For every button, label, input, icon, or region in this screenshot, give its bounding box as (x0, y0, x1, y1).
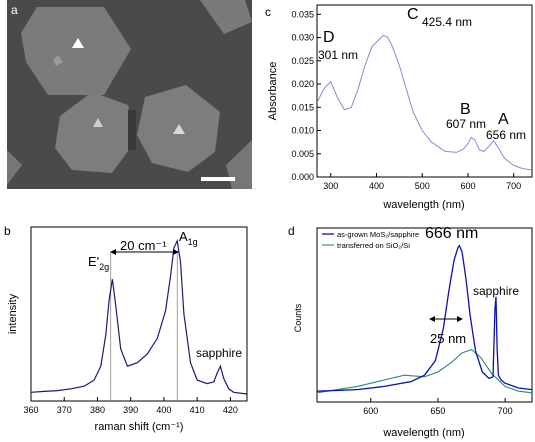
raman-xtick-label-360: 360 (23, 405, 38, 415)
panel-d-ticks: 600 650 700 (363, 398, 513, 416)
pl-xtick-label-600: 600 (363, 406, 378, 416)
abs-peak-d-value: 301 nm (318, 48, 358, 62)
panel-b-frame (30, 226, 248, 402)
raman-sapphire-label: sapphire (196, 346, 242, 360)
pl-series-as-grown (317, 244, 532, 392)
gap-between-flakes (128, 110, 136, 150)
panel-c-xlabel: wavelength (nm) (382, 199, 464, 211)
abs-peak-a-letter: A (498, 111, 509, 128)
panel-d-frame (316, 227, 533, 403)
abs-peak-c-letter: C (407, 6, 419, 23)
panel-c-ylabel: Absorbance (267, 62, 279, 121)
abs-ytick-label-0.015: 0.015 (291, 102, 314, 112)
pl-xtick-label-650: 650 (430, 406, 445, 416)
arrow-head-left (110, 249, 116, 255)
absorbance-series-line (317, 34, 532, 171)
abs-ytick-label-0.03: 0.030 (291, 33, 314, 43)
peak-label-e2g: E'2g (88, 254, 109, 272)
panel-d-xlabel: wavelength (nm) (382, 427, 464, 439)
panel-b: b 360 370 380 390 400 410 420 20 cm⁻¹ E'2g A1g… (4, 224, 248, 433)
scale-bar (201, 177, 235, 181)
bilayer-triangle-2 (93, 118, 103, 127)
abs-peak-a-value: 656 nm (486, 128, 526, 142)
abs-ytick-label-0.005: 0.005 (291, 149, 314, 159)
raman-xtick-label-400: 400 (156, 405, 171, 415)
abs-peak-c-value: 425.4 nm (422, 15, 472, 29)
abs-ytick-label-0: 0.000 (291, 172, 314, 182)
panel-b-xlabel: raman shift (cm⁻¹) (95, 421, 184, 433)
arrow-head-right (173, 249, 179, 255)
peak-label-a1g: A1g (179, 229, 198, 247)
panel-a: a (7, 0, 252, 189)
panel-d-letter: d (288, 224, 295, 238)
abs-ytick-label-0.02: 0.020 (291, 79, 314, 89)
panel-d-ylabel: Counts (293, 303, 303, 332)
bilayer-triangle-1 (72, 38, 84, 48)
legend-label-transferred: transferred on SiO₂/Si (337, 241, 410, 250)
panel-b-letter: b (4, 224, 11, 238)
abs-peak-b-value: 607 nm (446, 117, 486, 131)
flake-bottom-right (226, 140, 252, 189)
panel-c-frame (316, 4, 533, 178)
flake-bottom-left (7, 150, 22, 185)
peak-label-a1g-sub: 1g (188, 237, 198, 247)
pl-xtick-label-700: 700 (498, 406, 513, 416)
panel-c-ticks: 300 400 500 600 700 0.000 0.005 0.010 0.015 0.020… (291, 9, 521, 191)
abs-xtick-label-400: 400 (369, 181, 384, 191)
fwhm-arrow-head-right (457, 316, 463, 322)
raman-xtick-label-410: 410 (190, 405, 205, 415)
panel-c: c 300 400 500 600 700 0.000 0.005 0.010 0.015 0.0… (265, 4, 533, 211)
abs-xtick-label-700: 700 (506, 181, 521, 191)
panel-a-letter: a (11, 3, 18, 17)
abs-xtick-label-300: 300 (323, 181, 338, 191)
pl-sapphire-label: sapphire (473, 284, 519, 298)
peak-label-a1g-main: A (179, 229, 188, 244)
separation-label: 20 cm⁻¹ (120, 238, 167, 253)
panel-d: d 600 650 700 as-grown MoS₂/sapphire trans… (288, 224, 533, 439)
abs-xtick-label-600: 600 (460, 181, 475, 191)
peak-label-e2g-main: E' (88, 254, 99, 269)
raman-xtick-label-370: 370 (57, 405, 72, 415)
pl-peak-label: 666 nm (425, 225, 478, 242)
panel-b-ticks: 360 370 380 390 400 410 420 (23, 397, 238, 415)
abs-peak-d-letter: D (323, 29, 335, 46)
panel-c-letter: c (265, 5, 271, 19)
abs-ytick-label-0.01: 0.010 (291, 126, 314, 136)
pl-series-transferred (317, 348, 532, 394)
abs-xtick-label-500: 500 (415, 181, 430, 191)
fwhm-label: 25 nm (430, 331, 466, 346)
raman-xtick-label-420: 420 (223, 405, 238, 415)
raman-series-line (31, 238, 247, 395)
fwhm-arrow-head-left (429, 316, 435, 322)
flake-top-right (200, 0, 252, 34)
legend-label-as-grown: as-grown MoS₂/sapphire (337, 230, 419, 239)
flake-top-left (21, 7, 131, 95)
raman-xtick-label-390: 390 (123, 405, 138, 415)
abs-peak-b-letter: B (460, 101, 471, 118)
panel-b-ylabel: intensity (7, 293, 19, 334)
bilayer-triangle-3 (173, 124, 185, 134)
raman-xtick-label-380: 380 (90, 405, 105, 415)
abs-ytick-label-0.035: 0.035 (291, 9, 314, 19)
peak-label-e2g-sub: 2g (99, 262, 109, 272)
flake-center-left (55, 92, 136, 173)
abs-ytick-label-0.025: 0.025 (291, 56, 314, 66)
flake-small (53, 55, 63, 66)
